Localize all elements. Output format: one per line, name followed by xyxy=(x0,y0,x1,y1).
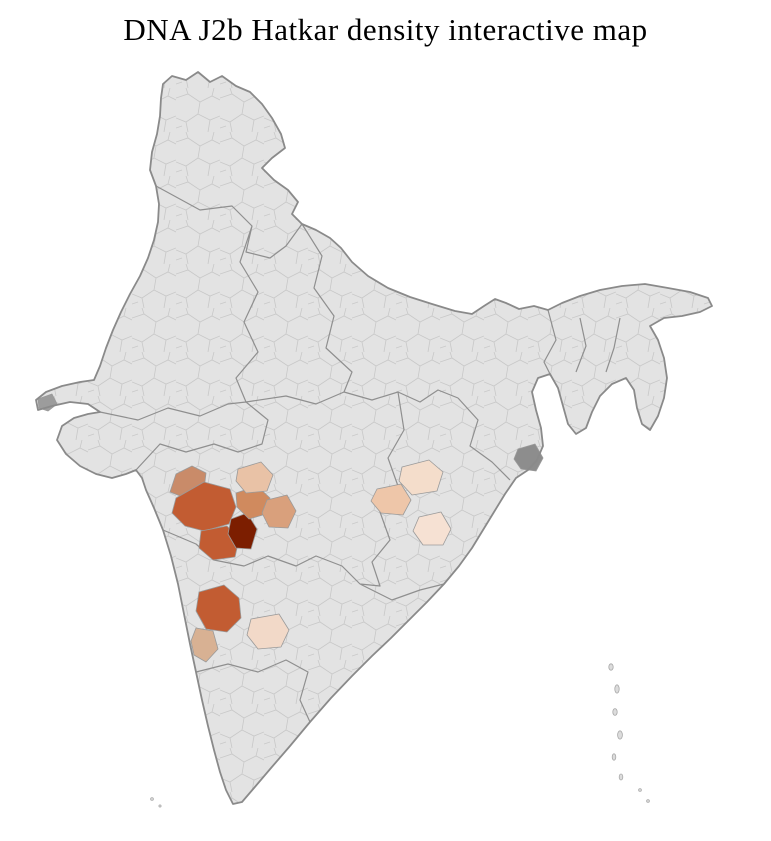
island[interactable] xyxy=(638,788,642,792)
island[interactable] xyxy=(617,730,623,740)
density-districts xyxy=(37,393,544,663)
island[interactable] xyxy=(608,663,614,671)
island[interactable] xyxy=(150,797,154,801)
district-d13[interactable] xyxy=(412,511,452,546)
island[interactable] xyxy=(618,773,624,781)
island[interactable] xyxy=(614,684,620,694)
district-d8[interactable] xyxy=(195,584,242,633)
district-texture xyxy=(36,72,712,804)
district-d11[interactable] xyxy=(398,459,444,496)
district-d6[interactable] xyxy=(235,461,274,494)
island[interactable] xyxy=(612,708,618,716)
urban-gray-patch-east[interactable] xyxy=(513,443,544,472)
island[interactable] xyxy=(646,799,650,803)
island[interactable] xyxy=(611,753,617,761)
island-chain[interactable] xyxy=(150,663,650,808)
island[interactable] xyxy=(158,804,162,808)
map-title: DNA J2b Hatkar density interactive map xyxy=(123,12,648,47)
district-d7[interactable] xyxy=(261,494,297,529)
district-d10[interactable] xyxy=(246,613,290,650)
district-d2[interactable] xyxy=(171,481,237,532)
district-d12[interactable] xyxy=(370,483,412,516)
district-d9[interactable] xyxy=(190,627,219,663)
